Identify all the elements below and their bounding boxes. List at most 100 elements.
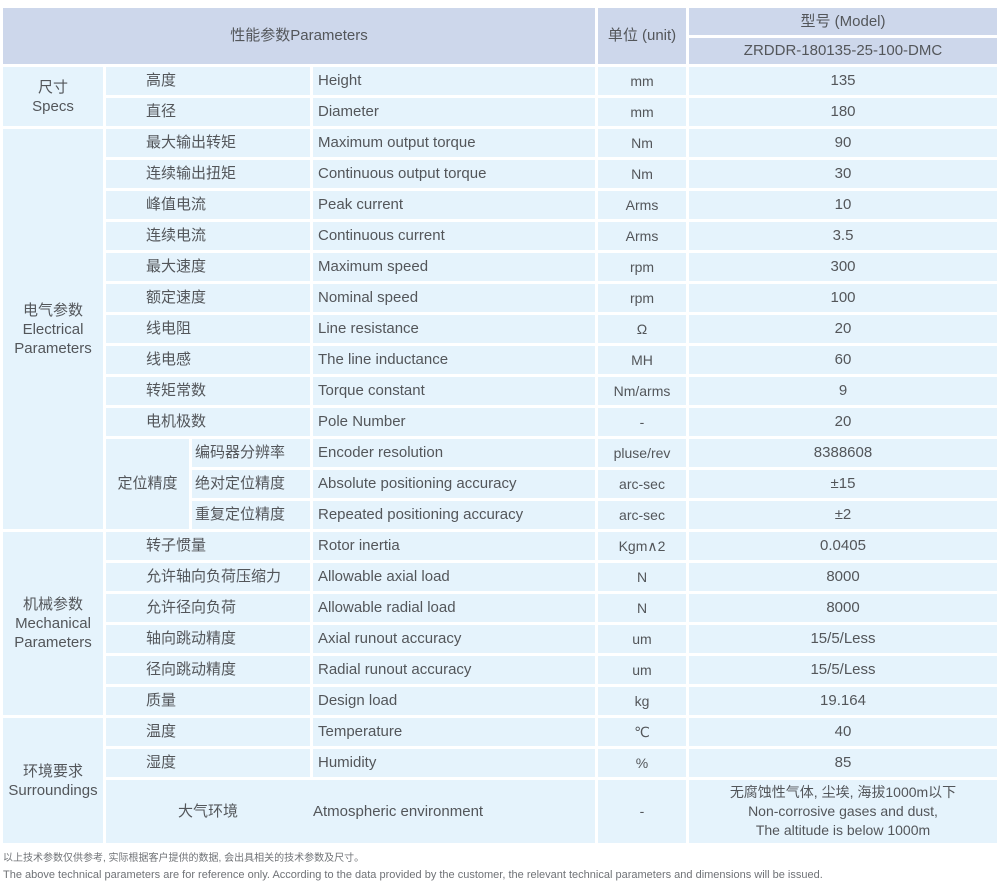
param-cn: 径向跳动精度 [106, 656, 310, 684]
param-value: ±2 [689, 501, 997, 529]
param-en: Line resistance [313, 315, 595, 343]
param-value: 9 [689, 377, 997, 405]
param-cn-en: 大气环境 Atmospheric environment [106, 780, 595, 843]
param-unit: % [598, 749, 686, 777]
param-cn: 温度 [106, 718, 310, 746]
param-cn: 额定速度 [106, 284, 310, 312]
section-mechanical-en1: Mechanical [15, 615, 91, 632]
param-unit: Nm [598, 129, 686, 157]
header-parameters: 性能参数Parameters [3, 8, 595, 64]
param-unit: MH [598, 346, 686, 374]
param-cn: 编码器分辨率 [192, 439, 310, 467]
param-unit: arc-sec [598, 501, 686, 529]
param-cn: 高度 [106, 67, 310, 95]
param-cn: 峰值电流 [106, 191, 310, 219]
param-cn: 质量 [106, 687, 310, 715]
param-en: Radial runout accuracy [313, 656, 595, 684]
param-value: 19.164 [689, 687, 997, 715]
param-en: Height [313, 67, 595, 95]
param-cn: 允许径向负荷 [106, 594, 310, 622]
param-unit: um [598, 625, 686, 653]
param-value: 10 [689, 191, 997, 219]
section-mechanical-cn: 机械参数 [22, 596, 83, 613]
param-value: 180 [689, 98, 997, 126]
param-value: 40 [689, 718, 997, 746]
footnote-en: The above technical parameters are for r… [3, 869, 823, 881]
param-unit: ℃ [598, 718, 686, 746]
param-en: Atmospheric environment [313, 802, 484, 820]
param-unit: - [598, 408, 686, 436]
param-value: 135 [689, 67, 997, 95]
param-unit: - [598, 780, 686, 843]
param-en: Allowable axial load [313, 563, 595, 591]
header-model-value: ZRDDR-180135-25-100-DMC [689, 38, 997, 64]
param-en: Encoder resolution [313, 439, 595, 467]
param-cn: 最大输出转矩 [106, 129, 310, 157]
param-unit: rpm [598, 253, 686, 281]
section-surroundings-en: Surroundings [8, 781, 98, 799]
param-en: Temperature [313, 718, 595, 746]
param-cn: 线电感 [106, 346, 310, 374]
section-electrical-en1: Electrical [22, 320, 84, 338]
param-unit: Arms [598, 191, 686, 219]
param-value: 0.0405 [689, 532, 997, 560]
section-surroundings-cn: 环境要求 [22, 762, 83, 780]
section-electrical-en2: Parameters [14, 339, 92, 357]
param-en: Diameter [313, 98, 595, 126]
param-unit: mm [598, 98, 686, 126]
param-en: Axial runout accuracy [313, 625, 595, 653]
param-value: 无腐蚀性气体, 尘埃, 海拔1000m以下 Non-corrosive gase… [689, 780, 997, 843]
param-unit: rpm [598, 284, 686, 312]
param-unit: mm [598, 67, 686, 95]
section-mechanical: 机械参数 Mechanical Parameters [3, 532, 103, 715]
param-value: 20 [689, 315, 997, 343]
param-en: Continuous current [313, 222, 595, 250]
param-value: 15/5/Less [689, 656, 997, 684]
param-value: 90 [689, 129, 997, 157]
param-cn: 电机极数 [106, 408, 310, 436]
param-unit: pluse/rev [598, 439, 686, 467]
param-cn: 连续输出扭矩 [106, 160, 310, 188]
param-en: Torque constant [313, 377, 595, 405]
param-value: 8000 [689, 563, 997, 591]
section-specs-en: Specs [32, 97, 74, 115]
param-unit: Kgm∧2 [598, 532, 686, 560]
param-cn: 重复定位精度 [192, 501, 310, 529]
param-en: Nominal speed [313, 284, 595, 312]
param-en: Pole Number [313, 408, 595, 436]
param-cn: 大气环境 [177, 802, 238, 820]
section-specs: 尺寸 Specs [3, 67, 103, 126]
param-cn: 转矩常数 [106, 377, 310, 405]
param-cn: 轴向跳动精度 [106, 625, 310, 653]
param-unit: Nm [598, 160, 686, 188]
param-unit: N [598, 563, 686, 591]
positioning-group-label: 定位精度 [106, 439, 189, 529]
param-value-line: Non-corrosive gases and dust, [748, 803, 938, 819]
param-en: Absolute positioning accuracy [313, 470, 595, 498]
header-model-label: 型号 (Model) [689, 8, 997, 35]
param-en: The line inductance [313, 346, 595, 374]
param-unit: arc-sec [598, 470, 686, 498]
param-cn: 转子惯量 [106, 532, 310, 560]
param-unit: kg [598, 687, 686, 715]
param-en: Design load [313, 687, 595, 715]
param-value: 3.5 [689, 222, 997, 250]
param-en: Peak current [313, 191, 595, 219]
param-unit: N [598, 594, 686, 622]
param-en: Rotor inertia [313, 532, 595, 560]
param-unit: Ω [598, 315, 686, 343]
section-specs-cn: 尺寸 [37, 78, 68, 96]
param-value: 20 [689, 408, 997, 436]
footnote-cn: 以上技术参数仅供参考, 实际根据客户提供的数据, 会出具相关的技术参数及尺寸。 [3, 853, 365, 864]
param-cn: 连续电流 [106, 222, 310, 250]
param-value-line: The altitude is below 1000m [755, 822, 931, 838]
param-value: ±15 [689, 470, 997, 498]
param-value: 30 [689, 160, 997, 188]
param-value: 60 [689, 346, 997, 374]
param-cn: 最大速度 [106, 253, 310, 281]
param-cn: 湿度 [106, 749, 310, 777]
section-electrical: 电气参数 Electrical Parameters [3, 129, 103, 529]
param-unit: Nm/arms [598, 377, 686, 405]
param-unit: Arms [598, 222, 686, 250]
param-value: 8000 [689, 594, 997, 622]
